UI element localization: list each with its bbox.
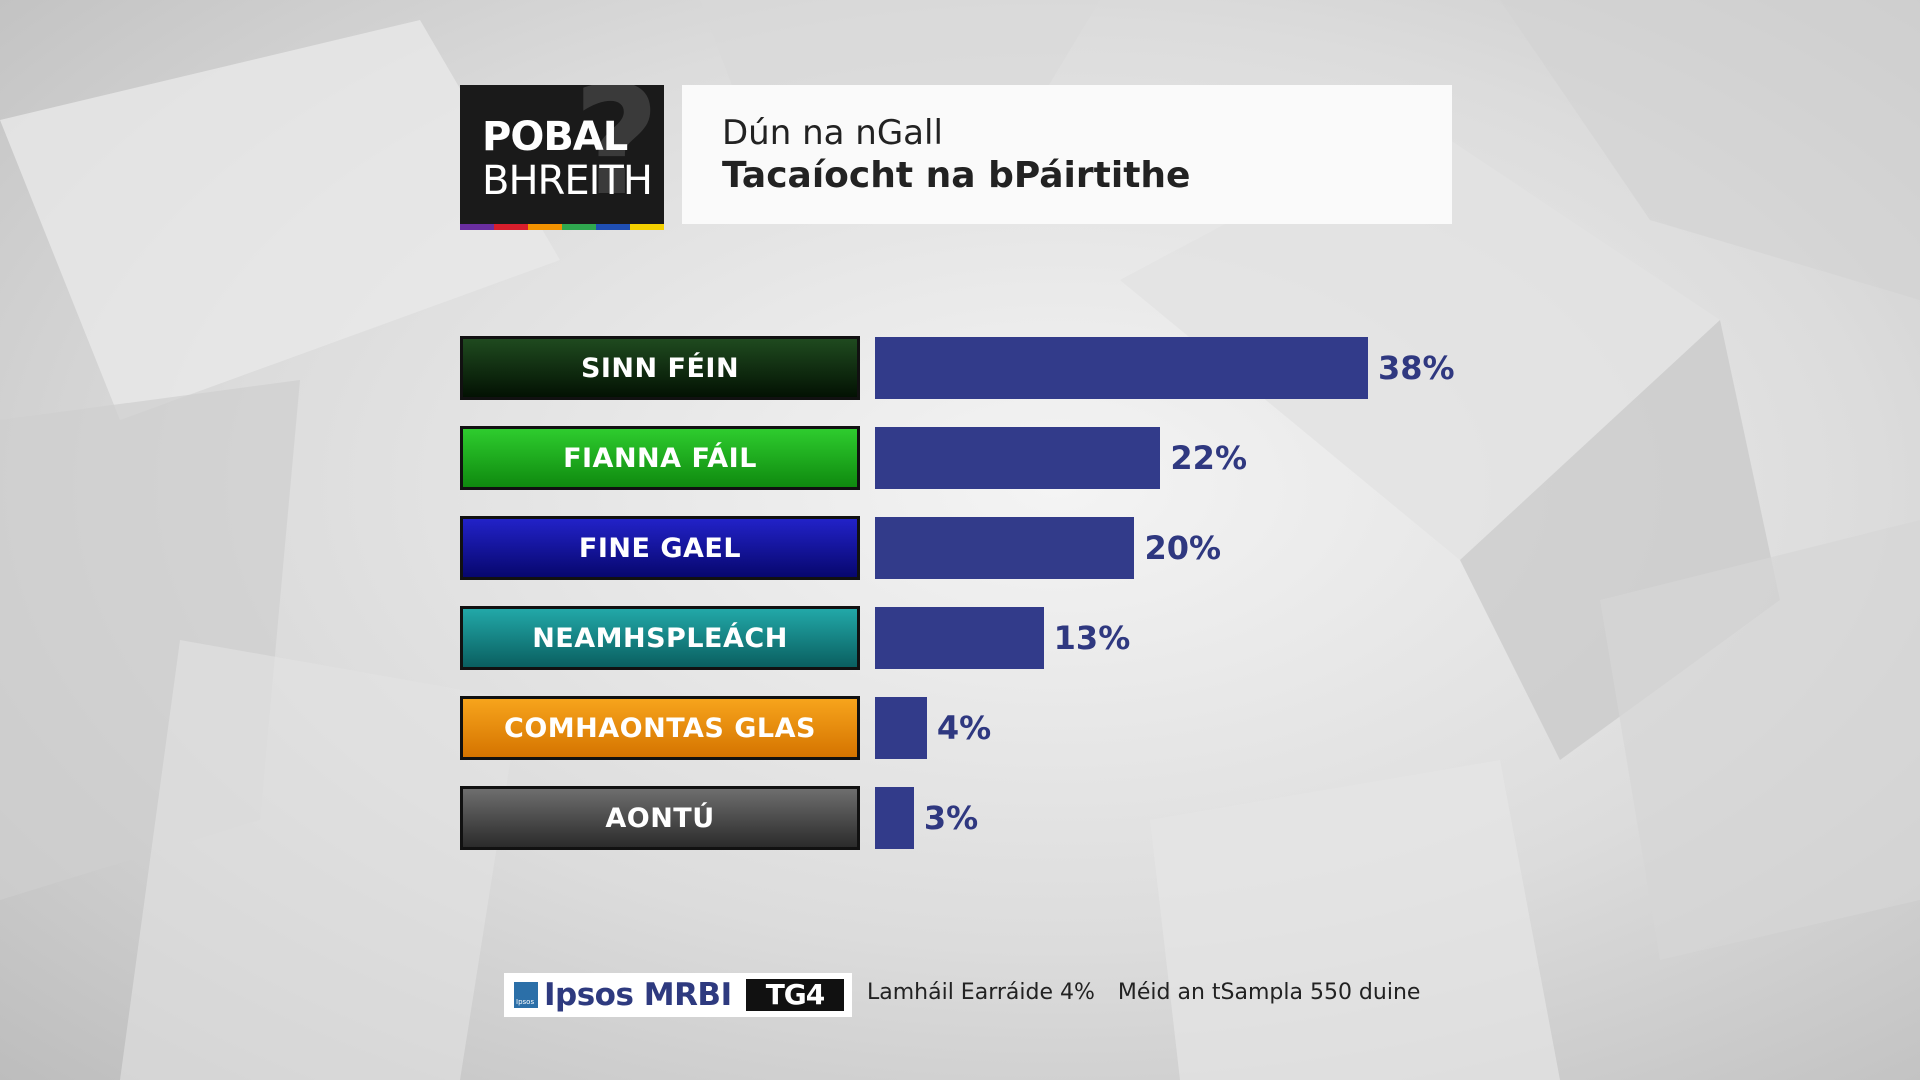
title-panel: Dún na nGall Tacaíocht na bPáirtithe (682, 85, 1452, 224)
bar (875, 607, 1044, 669)
sample-size: Méid an tSampla 550 duine (1117, 980, 1421, 1005)
logo-stripe-segment (596, 224, 630, 230)
question-mark-icon: ? (572, 85, 660, 229)
chart-subtitle: Dún na nGall (722, 113, 943, 153)
logo-stripe-segment (494, 224, 528, 230)
ipsos-icon: Ipsos (514, 982, 538, 1008)
category-label: AONTÚ (460, 786, 860, 850)
category-label: FIANNA FÁIL (460, 426, 860, 490)
pobal-bhreith-logo: ? POBAL BHREITH (460, 85, 664, 230)
logo-color-stripe (460, 224, 664, 230)
bar (875, 697, 927, 759)
logo-line-2: BHREITH (482, 158, 653, 204)
value-label: 20% (1144, 529, 1222, 567)
value-label: 3% (923, 799, 979, 837)
category-label: NEAMHSPLEÁCH (460, 606, 860, 670)
logo-stripe-segment (460, 224, 494, 230)
category-label: SINN FÉIN (460, 336, 860, 400)
value-label: 38% (1378, 349, 1455, 387)
logo-stripe-segment (630, 224, 664, 230)
value-label: 22% (1170, 439, 1247, 477)
bar (875, 517, 1135, 579)
bar (875, 427, 1161, 489)
ipsos-mark-text: Ipsos (516, 998, 535, 1006)
logo-line-1: POBAL (482, 114, 628, 160)
footer-logos: Ipsos Ipsos MRBI TG4 (504, 973, 852, 1017)
value-label: 4% (936, 709, 992, 747)
category-label: FINE GAEL (460, 516, 860, 580)
bar (875, 337, 1368, 399)
footnote: Lamháil Earráide 4% Méid an tSampla 550 … (867, 980, 1436, 1005)
chart-title: Tacaíocht na bPáirtithe (722, 155, 1191, 196)
bar (875, 787, 914, 849)
category-label: COMHAONTAS GLAS (460, 696, 860, 760)
margin-of-error: Lamháil Earráide 4% (867, 980, 1095, 1005)
ipsos-mrbi-label: Ipsos MRBI (544, 977, 732, 1013)
logo-stripe-segment (562, 224, 596, 230)
logo-stripe-segment (528, 224, 562, 230)
tg4-logo: TG4 (746, 979, 844, 1011)
value-label: 13% (1053, 619, 1131, 657)
